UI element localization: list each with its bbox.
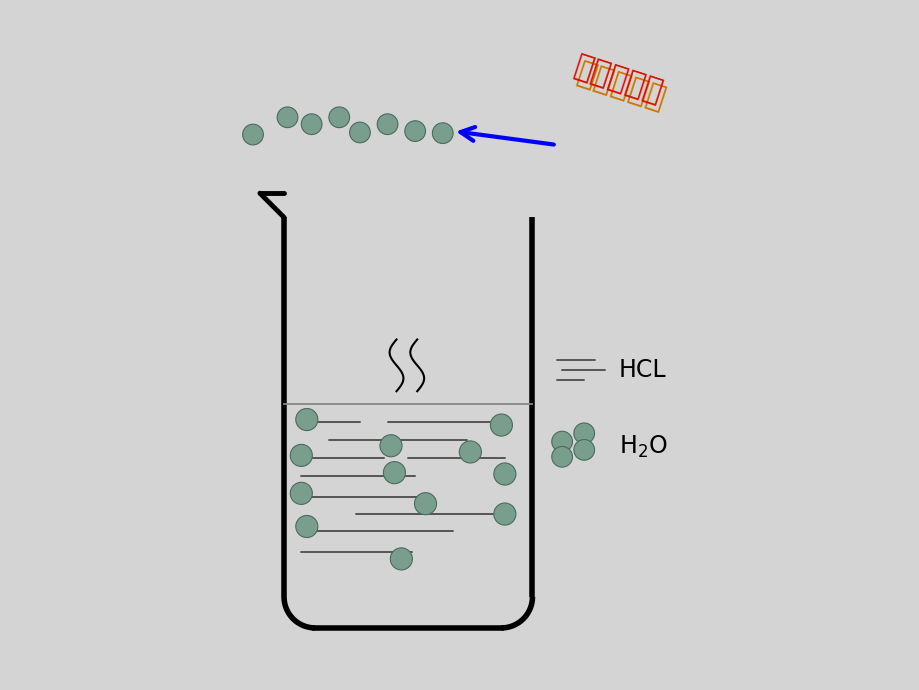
Circle shape xyxy=(573,440,594,460)
Circle shape xyxy=(551,431,572,452)
Text: HCL: HCL xyxy=(618,358,665,382)
Circle shape xyxy=(295,408,318,431)
Circle shape xyxy=(380,435,402,457)
Circle shape xyxy=(290,482,312,504)
Circle shape xyxy=(494,503,516,525)
Circle shape xyxy=(404,121,425,141)
Text: H$_2$O: H$_2$O xyxy=(618,434,666,460)
Text: 空气中的水: 空气中的水 xyxy=(573,58,668,114)
Circle shape xyxy=(573,423,594,444)
Circle shape xyxy=(243,124,263,145)
Circle shape xyxy=(377,114,398,135)
Circle shape xyxy=(490,414,512,436)
Circle shape xyxy=(390,548,412,570)
Circle shape xyxy=(277,107,298,128)
Circle shape xyxy=(551,446,572,467)
Circle shape xyxy=(290,444,312,466)
Circle shape xyxy=(459,441,481,463)
Circle shape xyxy=(301,114,322,135)
Circle shape xyxy=(432,123,453,144)
Circle shape xyxy=(329,107,349,128)
Circle shape xyxy=(414,493,437,515)
Circle shape xyxy=(494,463,516,485)
Circle shape xyxy=(383,462,405,484)
Circle shape xyxy=(295,515,318,538)
Circle shape xyxy=(349,122,369,143)
Text: 空气中的水: 空气中的水 xyxy=(570,51,665,107)
